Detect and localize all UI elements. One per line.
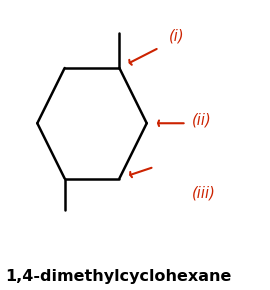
Text: (ii): (ii)	[191, 113, 211, 128]
Text: (i): (i)	[169, 29, 185, 44]
Text: 1,4-dimethylcyclohexane: 1,4-dimethylcyclohexane	[5, 269, 231, 284]
Text: (iii): (iii)	[191, 185, 215, 200]
